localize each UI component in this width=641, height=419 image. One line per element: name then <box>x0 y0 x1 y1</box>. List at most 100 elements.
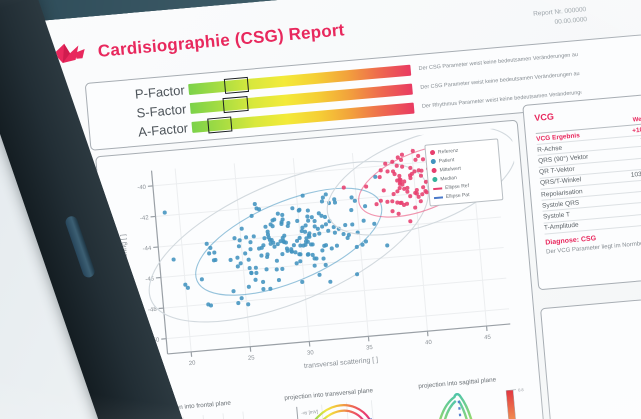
svg-text:20: 20 <box>189 360 197 367</box>
scatter-point <box>303 230 307 234</box>
scatter-point <box>323 215 327 219</box>
scatter-point <box>345 236 349 240</box>
scatter-point <box>301 243 305 247</box>
legend-marker-icon <box>432 177 437 182</box>
scatter-point <box>350 222 354 226</box>
legend-marker-icon <box>431 159 436 164</box>
t-wert: 103,25 <box>630 170 641 180</box>
tablet-side-button[interactable] <box>63 214 97 280</box>
confidence-ellipse <box>128 128 450 355</box>
scatter-point <box>212 250 216 254</box>
scatter-point <box>374 202 378 206</box>
scatter-point <box>396 155 400 159</box>
scatter-point <box>277 278 281 282</box>
scatter-point <box>317 273 321 277</box>
scatter-point <box>292 243 296 247</box>
scatter-point <box>413 205 417 209</box>
scatter-point <box>372 222 376 226</box>
scatter-point <box>363 204 367 208</box>
scatter-point <box>400 152 404 156</box>
sagittal-vcg-loop <box>431 393 484 419</box>
t-wert: 5 <box>618 159 641 169</box>
scatter-point <box>297 208 301 212</box>
scatter-point <box>244 235 248 239</box>
scatter-point <box>261 287 265 291</box>
scatter-point <box>316 227 320 231</box>
scatter-point <box>280 252 284 256</box>
scatter-point <box>295 239 299 243</box>
scatter-point <box>408 219 412 223</box>
scatter-point <box>312 233 316 237</box>
scatter-point <box>235 255 239 259</box>
secondary-panel <box>540 270 641 419</box>
t-wert: 0,7 <box>620 182 641 192</box>
scatter-point <box>275 267 279 271</box>
scatter-point <box>332 197 336 201</box>
scatter-point <box>420 192 424 196</box>
scatter-point <box>289 247 293 251</box>
scatter-point <box>300 193 304 197</box>
scatter-point <box>249 271 253 275</box>
scatter-point <box>238 261 242 265</box>
scatter-point <box>280 267 284 271</box>
factor-marker <box>207 116 233 133</box>
scatter-point <box>281 239 285 243</box>
scatter-point <box>304 236 308 240</box>
transversal-ylabel: -vy [mV] <box>301 409 318 415</box>
scatter-point <box>320 248 324 252</box>
scatter-point <box>355 245 359 249</box>
scatter-point <box>419 169 423 173</box>
scatter-point <box>416 195 420 199</box>
scatter-point <box>236 301 240 305</box>
t-wert: 70 <box>616 137 641 147</box>
scatter-point <box>257 246 261 250</box>
scatter-point <box>257 207 261 211</box>
scatter-point <box>306 252 310 256</box>
scatter-point <box>317 231 321 235</box>
scatter-point <box>397 186 401 190</box>
scatter-point <box>405 189 409 193</box>
scatter-point <box>405 186 409 190</box>
scatter-point <box>317 211 321 215</box>
scatter-point <box>419 173 423 177</box>
scatter-point <box>349 208 353 212</box>
scatter-outlier-point <box>183 282 187 286</box>
scatter-point <box>408 194 412 198</box>
scatter-point <box>342 185 346 189</box>
scatter-point <box>300 226 304 230</box>
table-col-wert: Wert <box>632 116 641 124</box>
legend-marker-icon <box>431 168 436 173</box>
scatter-point <box>373 175 377 179</box>
scatter-point <box>306 218 310 222</box>
scatter-point <box>343 223 347 227</box>
scatter-point <box>239 226 243 230</box>
scatter-xlabel: transversal scattering [ ] <box>304 357 379 370</box>
scatter-point <box>392 172 396 176</box>
confidence-ellipse <box>181 166 396 317</box>
scatter-point <box>300 229 304 233</box>
scatter-point <box>349 195 353 199</box>
scatter-point <box>341 232 345 236</box>
scatter-point <box>276 242 280 246</box>
scatter-point <box>237 244 241 248</box>
scatter-data-layer <box>118 127 531 358</box>
legend-label: Patient <box>438 156 455 165</box>
scatter-point <box>207 251 211 255</box>
scatter-point <box>360 242 364 246</box>
scatter-point <box>408 173 412 177</box>
scatter-point <box>320 224 324 228</box>
scatter-point <box>436 127 440 130</box>
scatter-point <box>323 263 327 267</box>
projection-sagittal: projection into sagittal plane 0.8 0.6 0… <box>401 368 547 419</box>
scatter-point <box>415 191 419 195</box>
scatter-point <box>270 224 274 228</box>
t-wert: 90 <box>620 193 641 203</box>
scatter-point <box>391 192 395 196</box>
scatter-point <box>402 179 406 183</box>
scatter-point <box>304 239 308 243</box>
scatter-point <box>248 247 252 251</box>
sagittal-title: projection into sagittal plane <box>418 376 497 390</box>
scatter-point <box>298 243 302 247</box>
scatter-point <box>413 158 417 162</box>
scatter-point <box>395 189 399 193</box>
